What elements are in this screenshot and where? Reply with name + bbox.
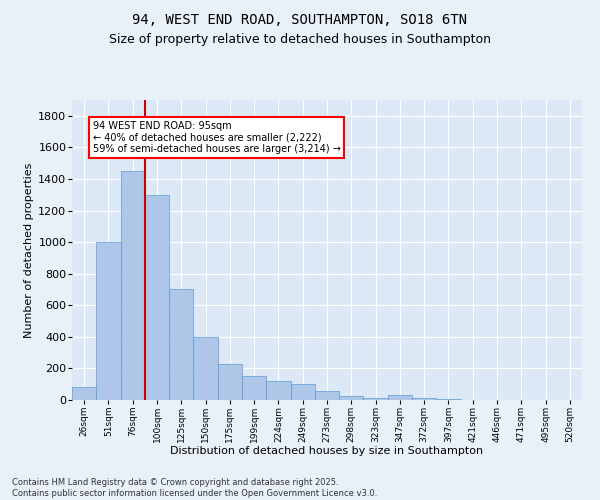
Bar [193,337,218,400]
Text: 94 WEST END ROAD: 95sqm
← 40% of detached houses are smaller (2,222)
59% of semi: 94 WEST END ROAD: 95sqm ← 40% of detache… [92,120,341,154]
X-axis label: Distribution of detached houses by size in Southampton: Distribution of detached houses by size … [170,446,484,456]
Bar [169,290,193,400]
Bar [436,399,461,400]
Bar [72,388,96,400]
Text: Contains HM Land Registry data © Crown copyright and database right 2025.
Contai: Contains HM Land Registry data © Crown c… [12,478,377,498]
Bar [242,376,266,400]
Bar [339,396,364,400]
Bar [218,364,242,400]
Bar [364,398,388,400]
Bar [290,384,315,400]
Bar [121,171,145,400]
Bar [388,396,412,400]
Bar [145,194,169,400]
Bar [96,242,121,400]
Bar [266,381,290,400]
Text: Size of property relative to detached houses in Southampton: Size of property relative to detached ho… [109,32,491,46]
Text: 94, WEST END ROAD, SOUTHAMPTON, SO18 6TN: 94, WEST END ROAD, SOUTHAMPTON, SO18 6TN [133,12,467,26]
Bar [315,390,339,400]
Bar [412,398,436,400]
Y-axis label: Number of detached properties: Number of detached properties [24,162,34,338]
